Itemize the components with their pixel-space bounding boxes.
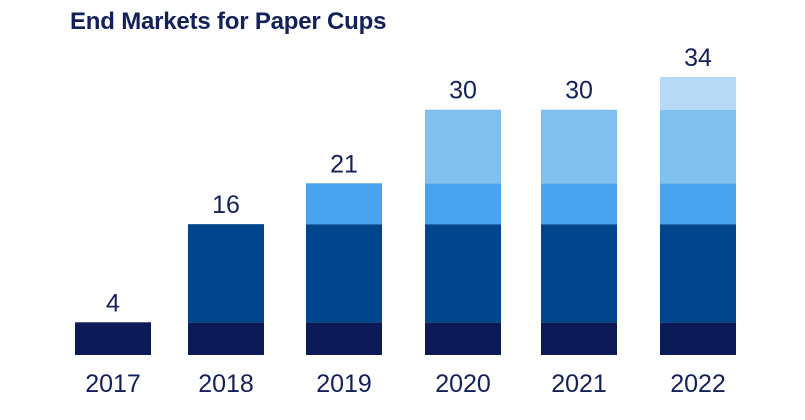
bar-segment-2019-3 [306,183,382,225]
bar-segment-2019-2 [306,224,382,323]
bar-segment-2021-3 [541,183,617,225]
data-label-2020: 30 [449,77,477,105]
bar-segment-2022-3 [660,183,736,225]
data-label-2022: 34 [684,44,712,72]
bar-segment-2022-4 [660,109,736,184]
bar-segment-2021-1 [541,322,617,355]
chart-title: End Markets for Paper Cups [70,8,387,35]
x-axis-ticks: 2017 2018 2019 2020 2021 2022 [85,370,726,398]
data-label-2019: 21 [330,150,358,178]
bar-segment-2017-1 [75,322,151,355]
bar-segment-2019-1 [306,322,382,355]
bar-segment-2018-2 [188,224,264,323]
bar-segment-2022-2 [660,224,736,323]
x-tick-2017: 2017 [85,370,141,398]
x-tick-2019: 2019 [316,370,372,398]
bar-segment-2020-4 [425,109,501,184]
bar-segment-2020-2 [425,224,501,323]
bar-segment-2020-1 [425,322,501,355]
bar-segment-2021-2 [541,224,617,323]
data-label-2017: 4 [106,289,120,317]
bar-segment-2022-1 [660,322,736,355]
data-label-2021: 30 [565,77,593,105]
bar-segment-2020-3 [425,183,501,225]
bar-segment-2021-4 [541,109,617,184]
bar-segment-2022-5 [660,77,736,110]
x-tick-2020: 2020 [435,370,491,398]
x-tick-2021: 2021 [551,370,607,398]
x-tick-2022: 2022 [670,370,726,398]
data-labels-layer: 4 16 21 30 30 34 [106,44,712,317]
bar-segment-2018-1 [188,322,264,355]
data-label-2018: 16 [212,191,240,219]
bars-layer [75,77,736,355]
x-tick-2018: 2018 [198,370,254,398]
